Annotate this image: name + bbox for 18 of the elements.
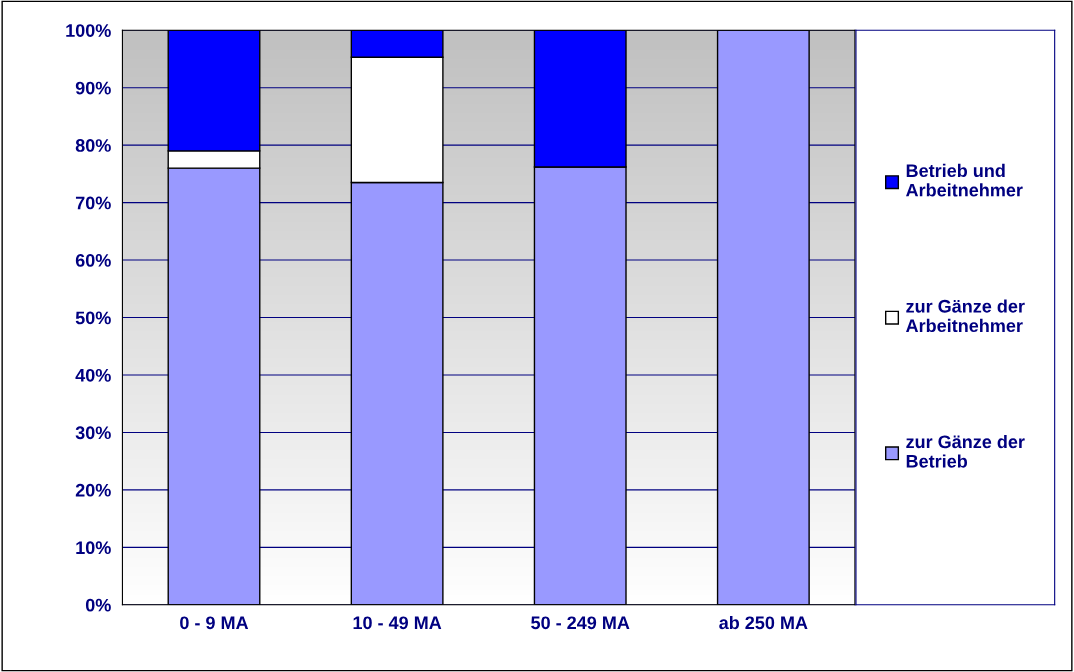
y-tick-label: 20%: [75, 483, 111, 497]
x-tick-label: 50 - 249 MA: [531, 616, 630, 630]
legend-label: zur Gänze der Arbeitnehmer: [906, 299, 1025, 333]
legend-label: zur Gänze der Betrieb: [906, 434, 1025, 468]
y-tick-label: 10%: [76, 541, 111, 555]
y-tick-label: 40%: [75, 368, 111, 382]
y-tick-label: 80%: [75, 139, 111, 152]
y-tick-label: 50%: [75, 311, 111, 325]
y-tick-label: 70%: [75, 196, 111, 210]
y-tick-label: 90%: [75, 81, 111, 95]
y-tick-label: 60%: [75, 254, 111, 267]
x-tick-label: ab 250 MA: [719, 615, 808, 630]
y-tick-label: 30%: [75, 426, 111, 440]
legend-label: Betrieb und Arbeitnehmer: [906, 163, 1023, 197]
y-tick-label: 0%: [85, 598, 111, 612]
x-tick-label: 10 - 49 MA: [353, 616, 442, 630]
y-tick-label: 100%: [66, 24, 111, 37]
x-tick-label: 0 - 9 MA: [180, 616, 249, 630]
